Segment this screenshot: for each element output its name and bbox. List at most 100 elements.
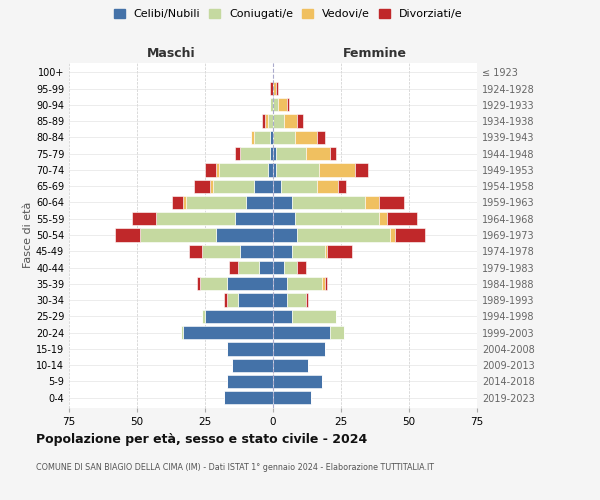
- Bar: [273, 375, 322, 388]
- Bar: [235, 212, 273, 226]
- Bar: [270, 130, 273, 144]
- Bar: [227, 294, 238, 307]
- Bar: [205, 310, 273, 323]
- Text: COMUNE DI SAN BIAGIO DELLA CIMA (IM) - Dati ISTAT 1° gennaio 2024 - Elaborazione: COMUNE DI SAN BIAGIO DELLA CIMA (IM) - D…: [36, 462, 434, 471]
- Bar: [287, 294, 305, 307]
- Bar: [202, 244, 241, 258]
- Bar: [273, 310, 292, 323]
- Bar: [295, 130, 317, 144]
- Bar: [268, 114, 273, 128]
- Bar: [319, 163, 355, 176]
- Bar: [273, 391, 311, 404]
- Bar: [287, 277, 322, 290]
- Bar: [338, 180, 346, 193]
- Bar: [276, 147, 305, 160]
- Bar: [227, 375, 273, 388]
- Bar: [224, 294, 227, 307]
- Bar: [317, 180, 338, 193]
- Bar: [281, 180, 317, 193]
- Bar: [238, 261, 259, 274]
- Bar: [188, 244, 202, 258]
- Bar: [235, 147, 241, 160]
- Bar: [270, 82, 273, 95]
- Bar: [156, 212, 235, 226]
- Bar: [298, 228, 390, 241]
- Bar: [227, 277, 273, 290]
- Bar: [387, 212, 417, 226]
- Bar: [205, 163, 216, 176]
- Bar: [273, 277, 287, 290]
- Text: Femmine: Femmine: [343, 47, 407, 60]
- Bar: [273, 294, 287, 307]
- Bar: [229, 261, 238, 274]
- Bar: [227, 342, 273, 355]
- Bar: [273, 130, 295, 144]
- Bar: [322, 277, 325, 290]
- Bar: [213, 180, 254, 193]
- Legend: Celibi/Nubili, Coniugati/e, Vedovi/e, Divorziati/e: Celibi/Nubili, Coniugati/e, Vedovi/e, Di…: [110, 6, 466, 22]
- Bar: [265, 114, 268, 128]
- Bar: [379, 196, 404, 209]
- Bar: [218, 163, 268, 176]
- Bar: [232, 358, 273, 372]
- Bar: [254, 180, 273, 193]
- Bar: [273, 98, 278, 112]
- Bar: [292, 310, 335, 323]
- Bar: [115, 228, 140, 241]
- Bar: [181, 326, 183, 340]
- Bar: [305, 147, 330, 160]
- Bar: [238, 294, 273, 307]
- Bar: [200, 277, 227, 290]
- Bar: [328, 244, 352, 258]
- Bar: [241, 244, 273, 258]
- Bar: [276, 163, 319, 176]
- Bar: [183, 326, 273, 340]
- Bar: [390, 228, 395, 241]
- Bar: [330, 326, 344, 340]
- Bar: [273, 358, 308, 372]
- Bar: [298, 114, 303, 128]
- Bar: [259, 261, 273, 274]
- Bar: [197, 277, 200, 290]
- Bar: [273, 244, 292, 258]
- Bar: [325, 277, 328, 290]
- Bar: [276, 82, 278, 95]
- Bar: [284, 261, 298, 274]
- Bar: [224, 391, 273, 404]
- Bar: [216, 163, 218, 176]
- Bar: [273, 326, 330, 340]
- Bar: [278, 98, 287, 112]
- Bar: [273, 180, 281, 193]
- Bar: [140, 228, 216, 241]
- Y-axis label: Fasce di età: Fasce di età: [23, 202, 33, 268]
- Bar: [273, 82, 276, 95]
- Bar: [186, 196, 246, 209]
- Bar: [262, 114, 265, 128]
- Bar: [270, 147, 273, 160]
- Bar: [211, 180, 213, 193]
- Bar: [379, 212, 387, 226]
- Bar: [202, 310, 205, 323]
- Bar: [273, 163, 276, 176]
- Bar: [194, 180, 211, 193]
- Bar: [131, 212, 156, 226]
- Bar: [317, 130, 325, 144]
- Bar: [355, 163, 368, 176]
- Bar: [365, 196, 379, 209]
- Bar: [273, 261, 284, 274]
- Text: Maschi: Maschi: [146, 47, 196, 60]
- Bar: [172, 196, 183, 209]
- Bar: [284, 114, 298, 128]
- Bar: [330, 147, 335, 160]
- Bar: [216, 228, 273, 241]
- Bar: [395, 228, 425, 241]
- Bar: [295, 212, 379, 226]
- Bar: [270, 98, 273, 112]
- Bar: [292, 244, 325, 258]
- Bar: [246, 196, 273, 209]
- Bar: [325, 244, 328, 258]
- Bar: [254, 130, 270, 144]
- Bar: [273, 342, 325, 355]
- Bar: [273, 228, 298, 241]
- Bar: [305, 294, 308, 307]
